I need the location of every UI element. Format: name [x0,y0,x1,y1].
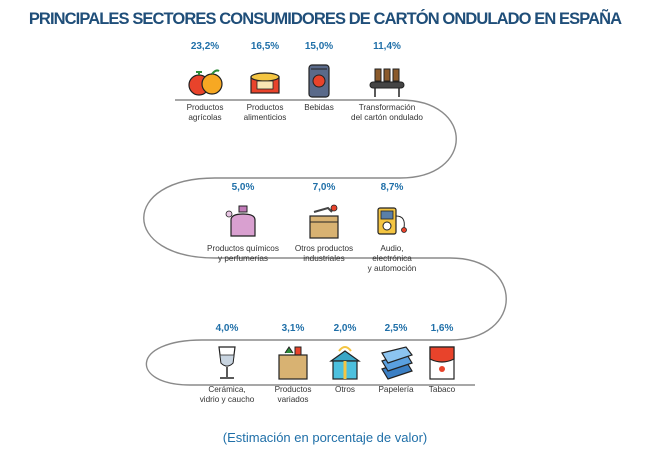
cigarette-pack-icon [429,346,455,380]
sector-label: Audio, electrónica y automoción [367,244,417,273]
footnote: (Estimación en porcentaje de valor) [222,430,428,445]
drink-can-icon [308,64,330,98]
gift-house-icon [329,346,361,380]
conveyor-icon [369,68,405,97]
sector-percentage: 1,6% [430,323,454,334]
sector-percentage: 7,0% [312,182,336,193]
sector-productos-alimenticios: 16,5% Productos alimenticios [210,40,320,123]
audio-player-icon [377,207,407,235]
sector-label: Otros productos industriales [294,244,354,263]
sector-otros-industriales: 7,0% Otros productos industriales [269,181,379,264]
sector-label: Papelería [378,385,414,394]
wine-glass-icon [218,346,236,379]
sector-percentage: 23,2% [190,41,220,52]
sector-productos-quimicos: 5,0% Productos químicos y perfumerías [188,181,298,264]
paper-stack-icon [381,346,413,380]
sector-label: Productos variados [274,385,312,404]
sector-label: Tabaco [428,385,456,394]
sector-transformacion-carton: 11,4% Transformación del cartón ondulado [332,40,442,123]
food-can-icon [250,72,280,94]
sector-label: Bebidas [304,103,334,112]
sector-label: Cerámica, vidrio y caucho [199,385,255,404]
sector-label: Productos químicos y perfumerías [207,244,279,263]
sector-papeleria: 2,5% Papelería [341,322,451,395]
sector-percentage: 15,0% [304,41,334,52]
sector-tabaco: 1,6% Tabaco [387,322,497,395]
sector-productos-agricolas: 23,2% Productos agrícolas [150,40,260,123]
sector-otros: 2,0% Otros [290,322,400,395]
sector-label: Productos alimenticios [243,103,287,122]
sector-label: Otros [334,385,356,394]
sector-percentage: 3,1% [281,323,305,334]
sector-bebidas: 15,0% Bebidas [264,40,374,113]
sector-percentage: 2,0% [333,323,357,334]
sector-label: Transformación del cartón ondulado [351,103,423,122]
grocery-bag-icon [278,346,308,380]
sector-label: Productos agrícolas [186,103,224,122]
sector-ceramica-vidrio: 4,0% Cerámica, vidrio y caucho [172,322,282,405]
sector-percentage: 2,5% [384,323,408,334]
sector-percentage: 5,0% [231,182,255,193]
sector-audio-electronica: 8,7% Audio, electrónica y automoción [337,181,447,274]
industrial-box-icon [309,204,339,239]
fruit-icon [188,69,223,96]
sector-percentage: 4,0% [215,323,239,334]
sector-percentage: 8,7% [380,182,404,193]
sector-percentage: 11,4% [373,41,401,52]
perfume-icon [225,205,256,237]
page-title: PRINCIPALES SECTORES CONSUMIDORES DE CAR… [28,10,622,28]
sector-productos-variados: 3,1% Productos variados [238,322,348,405]
sector-percentage: 16,5% [250,41,280,52]
